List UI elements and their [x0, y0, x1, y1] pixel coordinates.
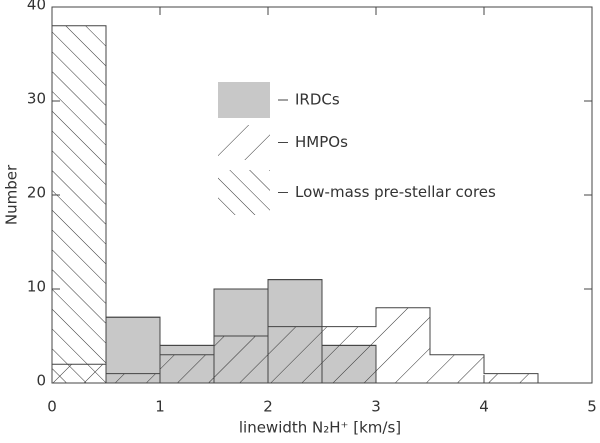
histogram-outline [52, 307, 592, 384]
histogram-bar [160, 354, 214, 383]
x-tick-label: 5 [587, 398, 597, 416]
x-tick-label: 0 [47, 398, 57, 416]
y-tick-label: 0 [36, 372, 46, 390]
histogram-bar [376, 307, 430, 383]
y-tick-label: 30 [27, 90, 46, 108]
legend-swatch [218, 170, 270, 215]
legend-swatch [218, 125, 270, 160]
histogram-bar [105, 316, 161, 384]
legend-swatch [218, 82, 270, 118]
x-axis-label: linewidth N₂H⁺ [km/s] [239, 419, 401, 437]
x-tick-label: 4 [479, 398, 489, 416]
histogram-bar [430, 354, 484, 383]
y-tick-label: 20 [27, 184, 46, 202]
x-tick-label: 2 [263, 398, 273, 416]
histogram-bar [322, 326, 376, 383]
legend-label: Low-mass pre-stellar cores [295, 183, 496, 201]
y-axis-label: Number [3, 164, 21, 225]
y-tick-label: 40 [27, 0, 46, 14]
x-tick-label: 1 [155, 398, 165, 416]
histogram-bar [484, 373, 538, 383]
histogram-bar [106, 373, 160, 383]
y-tick-label: 10 [27, 278, 46, 296]
x-tick-label: 3 [371, 398, 381, 416]
legend-label: HMPOs [295, 133, 348, 151]
histogram-bar [268, 326, 322, 383]
histogram-bar [52, 25, 106, 384]
histogram-bar [214, 336, 268, 383]
legend-label: IRDCs [295, 91, 340, 109]
